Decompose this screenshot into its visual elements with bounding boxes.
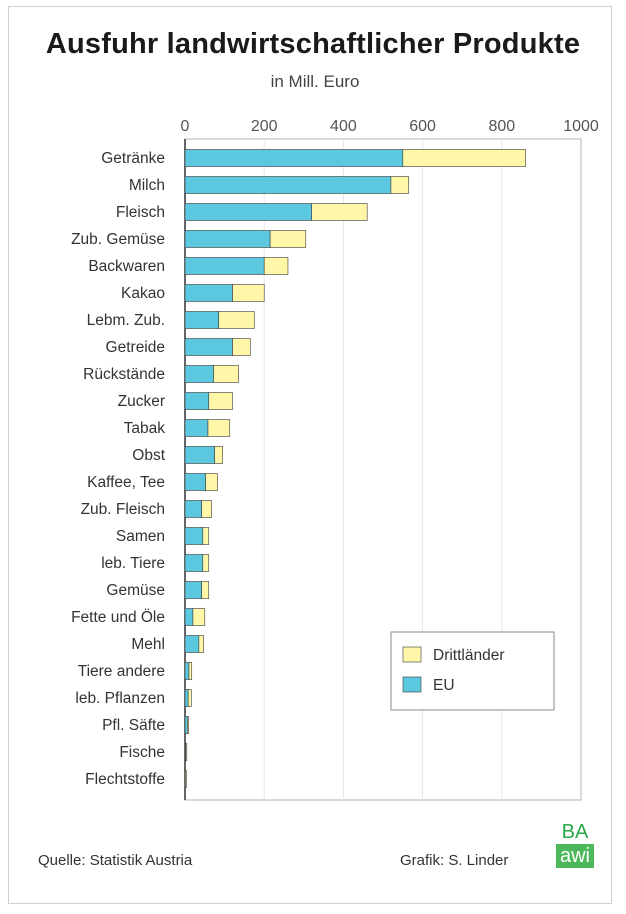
category-label: Zub. Fleisch [81, 501, 165, 518]
bar-drittlaender [192, 608, 206, 626]
bar-drittlaender [185, 743, 188, 761]
bar-eu [184, 581, 202, 599]
legend-swatch [402, 646, 422, 663]
bar-drittlaender [311, 203, 368, 221]
category-label: Zucker [118, 393, 165, 410]
legend-box [390, 631, 555, 711]
bar-eu [184, 392, 210, 410]
x-tick-label: 0 [181, 118, 190, 135]
category-label: Flechtstoffe [85, 771, 165, 788]
chart-frame [8, 6, 612, 904]
bar-eu [184, 311, 219, 329]
category-label: Getränke [101, 150, 165, 167]
bar-eu [184, 203, 313, 221]
bar-eu [184, 500, 202, 518]
bar-drittlaender [187, 716, 189, 734]
bar-drittlaender [185, 770, 187, 788]
logo-top-text: BA [561, 821, 589, 843]
chart-title: Ausfuhr landwirtschaftlicher Produkte [45, 28, 581, 60]
category-label: Kakao [121, 285, 165, 302]
bar-eu [184, 689, 189, 707]
legend-label: EU [433, 677, 455, 694]
category-label: Gemüse [106, 582, 165, 599]
bar-drittlaender [202, 554, 210, 572]
bar-drittlaender [213, 365, 239, 383]
category-label: Samen [116, 528, 165, 545]
category-label: Tiere andere [78, 663, 165, 680]
logo-bottom-text: awi [556, 844, 594, 868]
category-label: Getreide [106, 339, 165, 356]
bar-eu [184, 230, 271, 248]
bar-eu [184, 446, 216, 464]
legend-swatch [402, 676, 422, 693]
bar-drittlaender [232, 284, 265, 302]
category-label: Backwaren [88, 258, 165, 275]
bar-drittlaender [201, 581, 210, 599]
source-note: Quelle: Statistik Austria [38, 852, 193, 869]
x-tick-label: 600 [409, 118, 436, 135]
bar-eu [184, 554, 204, 572]
category-label: Tabak [124, 420, 166, 437]
category-label: Obst [132, 447, 165, 464]
bar-eu [184, 716, 188, 734]
bar-drittlaender [402, 149, 526, 167]
bar-eu [184, 284, 233, 302]
bar-drittlaender [202, 527, 210, 545]
bar-drittlaender [232, 338, 251, 356]
bar-eu [184, 176, 392, 194]
bar-drittlaender [207, 419, 231, 437]
bar-eu [184, 473, 206, 491]
category-label: Fische [119, 744, 165, 761]
bar-drittlaender [208, 392, 233, 410]
category-label: Fette und Öle [71, 608, 165, 626]
bar-drittlaender [198, 635, 204, 653]
bar-eu [184, 365, 214, 383]
x-tick-label: 1000 [563, 118, 599, 135]
bar-eu [184, 662, 190, 680]
bar-eu [184, 338, 233, 356]
bar-drittlaender [263, 257, 289, 275]
bar-drittlaender [218, 311, 255, 329]
category-label: Lebm. Zub. [87, 312, 165, 329]
bar-eu [184, 149, 404, 167]
bar-eu [184, 527, 204, 545]
x-tick-label: 200 [251, 118, 278, 135]
category-label: Pfl. Säfte [102, 717, 165, 734]
x-tick-label: 800 [488, 118, 515, 135]
category-label: leb. Tiere [101, 555, 165, 572]
category-label: Mehl [131, 636, 165, 653]
chart-subtitle: in Mill. Euro [270, 72, 360, 91]
bar-eu [184, 257, 265, 275]
bar-drittlaender [214, 446, 223, 464]
bar-drittlaender [205, 473, 218, 491]
bar-eu [184, 608, 194, 626]
category-label: Fleisch [116, 204, 165, 221]
category-label: Rückstände [83, 366, 165, 383]
category-label: Kaffee, Tee [87, 474, 165, 491]
category-label: Zub. Gemüse [71, 231, 165, 248]
credit-note: Grafik: S. Linder [400, 852, 509, 869]
bar-drittlaender [188, 662, 193, 680]
category-label: leb. Pflanzen [75, 690, 165, 707]
bar-drittlaender [390, 176, 410, 194]
bar-drittlaender [201, 500, 212, 518]
bar-eu [184, 635, 200, 653]
legend-label: Drittländer [433, 647, 505, 664]
bar-eu [184, 419, 209, 437]
baawi-logo: BA awi [553, 822, 597, 868]
category-label: Milch [129, 177, 165, 194]
bar-drittlaender [269, 230, 307, 248]
x-tick-label: 400 [330, 118, 357, 135]
bar-drittlaender [187, 689, 192, 707]
